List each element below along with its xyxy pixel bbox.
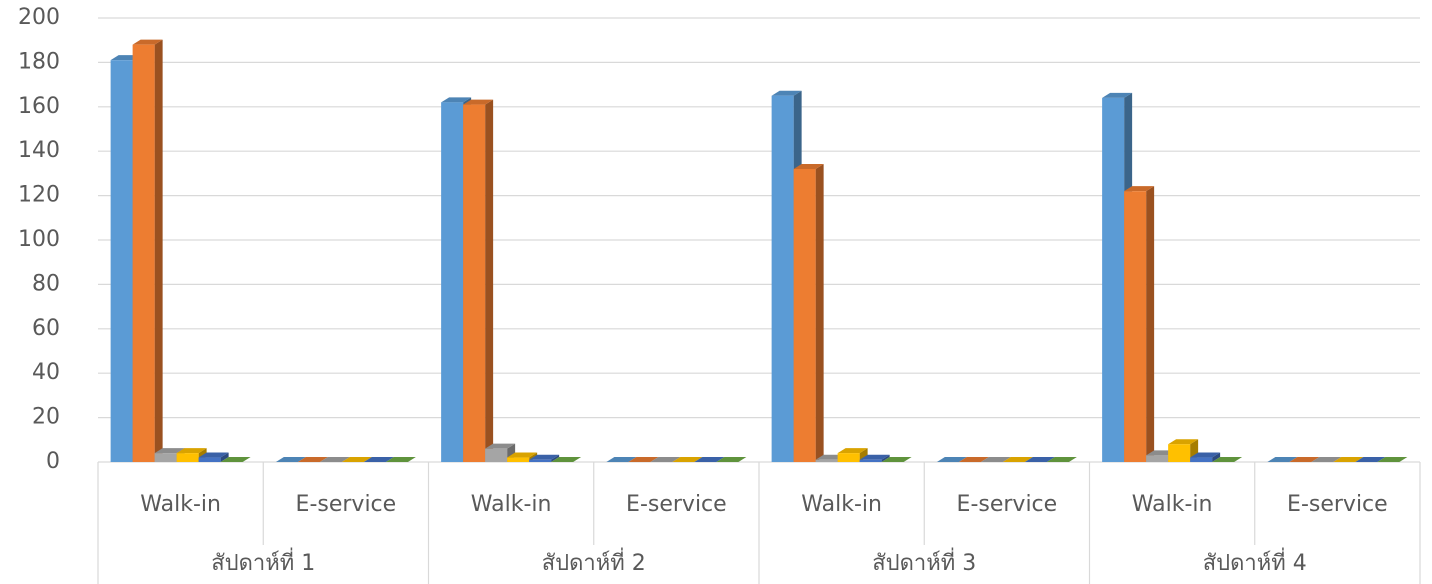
bar-top: [176, 448, 207, 454]
x-tick-label: Walk-in: [140, 492, 221, 517]
x-tick-label: E-service: [957, 492, 1058, 517]
bar: [793, 168, 816, 462]
bar-top: [980, 457, 1011, 462]
bar: [1146, 455, 1169, 462]
bar: [132, 44, 155, 462]
bar-top: [1212, 457, 1243, 462]
bar-top: [672, 457, 703, 462]
bar-top: [441, 97, 472, 103]
y-tick-label: 100: [18, 227, 60, 252]
bar-top: [1311, 457, 1342, 462]
bar: [110, 60, 133, 463]
bar: [837, 453, 860, 462]
bar-top: [507, 452, 538, 458]
bar: [176, 453, 199, 462]
bar-top: [606, 457, 637, 462]
group-label: สัปดาห์ที่ 1: [211, 547, 315, 576]
bar-top: [463, 99, 494, 105]
x-tick-label: Walk-in: [801, 492, 882, 517]
bar: [815, 459, 838, 462]
bar-side: [154, 39, 163, 462]
bar-top: [793, 163, 824, 169]
bar-top: [1355, 457, 1386, 462]
y-tick-label: 40: [32, 360, 60, 385]
bar-top: [485, 443, 516, 449]
bar-top: [771, 90, 802, 96]
bar-top: [1190, 452, 1221, 458]
x-tick-label: Walk-in: [1132, 492, 1213, 517]
bar-top: [198, 452, 229, 458]
bar-top: [1124, 186, 1155, 192]
bar-top: [881, 457, 912, 462]
bar-top: [1024, 457, 1055, 462]
bar: [859, 459, 882, 462]
x-tick-label: E-service: [296, 492, 397, 517]
y-tick-label: 80: [32, 271, 60, 296]
y-tick-label: 160: [18, 94, 60, 119]
bar-top: [958, 457, 989, 462]
bar: [1168, 444, 1191, 462]
bar: [154, 453, 177, 462]
x-tick-label: E-service: [1287, 492, 1388, 517]
bar-top: [628, 457, 659, 462]
bar-side: [485, 99, 494, 462]
y-tick-label: 0: [46, 449, 60, 474]
bar-top: [936, 457, 967, 462]
bar-top: [1046, 457, 1077, 462]
bar-top: [363, 457, 394, 462]
bar-top: [1289, 457, 1320, 462]
bar-top: [1168, 439, 1199, 445]
bar-top: [694, 457, 725, 462]
bar: [1124, 191, 1147, 462]
bar-top: [1102, 92, 1133, 98]
bar-top: [1377, 457, 1408, 462]
bar-side: [1146, 186, 1155, 462]
y-tick-label: 200: [18, 5, 60, 30]
bar-side: [881, 454, 890, 462]
bar-top: [837, 448, 868, 454]
bar: [507, 457, 530, 462]
bar-top: [341, 457, 372, 462]
y-tick-label: 60: [32, 316, 60, 341]
bar-top: [716, 457, 747, 462]
bar-top: [859, 454, 890, 460]
y-tick-label: 20: [32, 405, 60, 430]
bar-top: [1267, 457, 1298, 462]
bar: [1102, 97, 1125, 463]
bar-top: [551, 457, 582, 462]
bar-side: [1212, 452, 1221, 462]
bar-top: [650, 457, 681, 462]
group-label: สัปดาห์ที่ 2: [542, 547, 646, 576]
group-label: สัปดาห์ที่ 3: [872, 547, 976, 576]
bar: [529, 459, 552, 462]
bar-top: [1333, 457, 1364, 462]
y-tick-label: 120: [18, 183, 60, 208]
bar: [1190, 457, 1213, 462]
y-tick-label: 140: [18, 138, 60, 163]
bar: [463, 104, 486, 462]
bar-top: [275, 457, 306, 462]
bar-top: [1002, 457, 1033, 462]
x-tick-label: E-service: [626, 492, 727, 517]
bar: [485, 448, 508, 462]
bar: [441, 102, 464, 463]
bar-top: [132, 39, 163, 45]
bar-side: [551, 454, 560, 462]
bar-side: [220, 452, 229, 462]
bar: [771, 95, 794, 462]
x-tick-label: Walk-in: [471, 492, 552, 517]
bar: [198, 457, 221, 462]
group-label: สัปดาห์ที่ 4: [1203, 547, 1307, 576]
bar-side: [815, 163, 824, 462]
bar-top: [220, 457, 251, 462]
bar-top: [319, 457, 350, 462]
y-tick-label: 180: [18, 49, 60, 74]
bar-top: [385, 457, 416, 462]
bar-top: [529, 454, 560, 460]
bar-top: [154, 448, 185, 454]
bar-top: [297, 457, 328, 462]
